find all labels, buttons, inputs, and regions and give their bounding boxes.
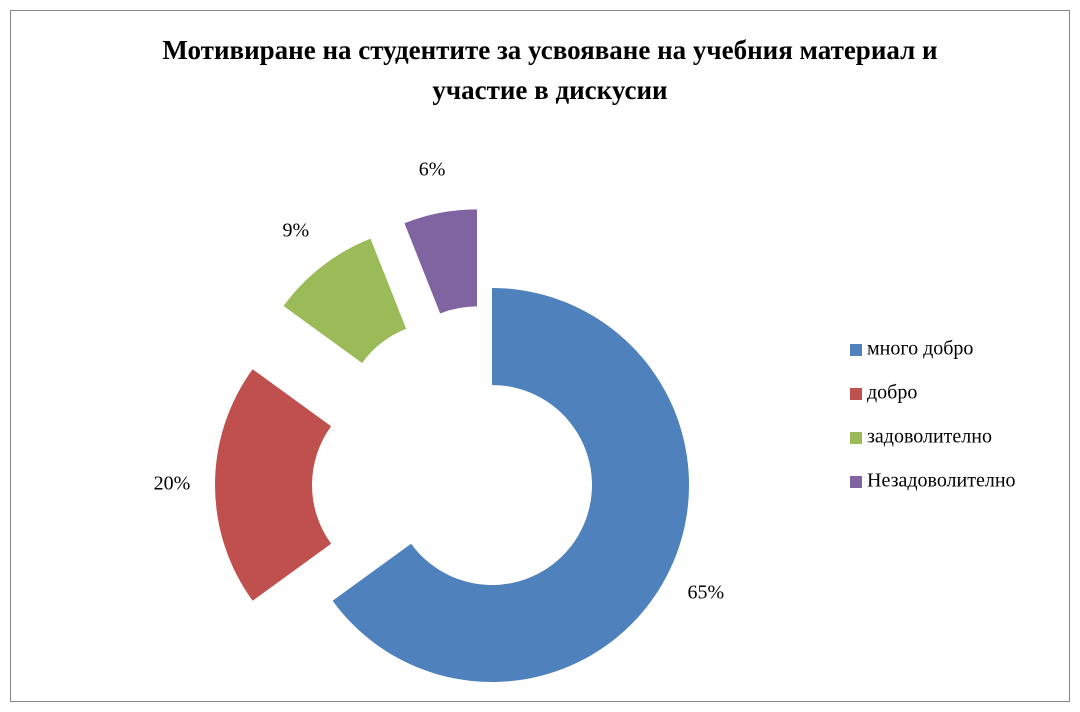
legend-label: задоволително xyxy=(867,426,992,448)
chart-title: Мотивиране на студентите за усвояване на… xyxy=(162,35,938,105)
donut-slice xyxy=(215,369,332,601)
legend-label: много добро xyxy=(867,338,973,360)
data-label: 65% xyxy=(688,582,725,604)
data-label: 6% xyxy=(419,158,446,180)
chart-border xyxy=(10,10,1070,702)
legend-label: Незадоволително xyxy=(867,470,1016,492)
donut-slice xyxy=(404,209,478,314)
legend-swatch xyxy=(850,432,862,444)
donut-slice xyxy=(283,238,407,364)
legend-swatch xyxy=(850,388,862,400)
legend-label: добро xyxy=(867,382,917,404)
data-label: 9% xyxy=(283,220,310,242)
donut-slice xyxy=(332,288,689,682)
legend-swatch xyxy=(850,476,862,488)
legend-swatch xyxy=(850,344,862,356)
data-label: 20% xyxy=(154,473,191,495)
